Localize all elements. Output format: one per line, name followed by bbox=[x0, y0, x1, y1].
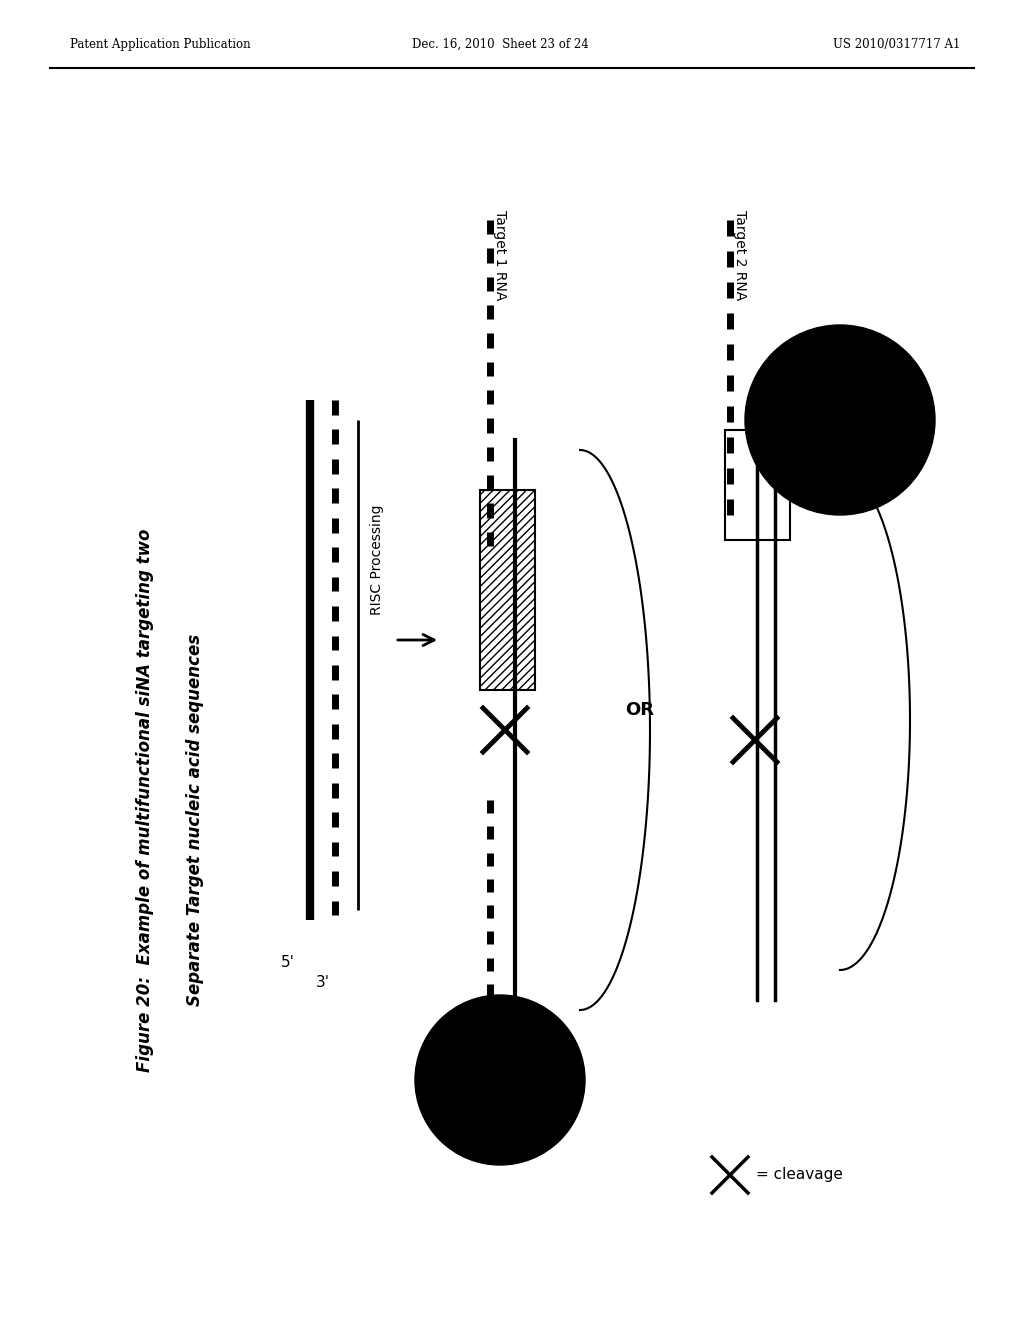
Circle shape bbox=[415, 995, 585, 1166]
Text: = cleavage: = cleavage bbox=[756, 1167, 843, 1183]
Text: Target 2 RNA: Target 2 RNA bbox=[733, 210, 746, 300]
Text: RISC Processing: RISC Processing bbox=[370, 504, 384, 615]
Text: Patent Application Publication: Patent Application Publication bbox=[70, 38, 251, 51]
Bar bbox=[725, 430, 790, 540]
Text: OR: OR bbox=[626, 701, 654, 719]
Text: Target 1 RNA: Target 1 RNA bbox=[493, 210, 507, 300]
Text: Dec. 16, 2010  Sheet 23 of 24: Dec. 16, 2010 Sheet 23 of 24 bbox=[412, 38, 589, 51]
Text: 3': 3' bbox=[316, 975, 330, 990]
Text: Figure 20:  Example of multifunctional siNA targeting two: Figure 20: Example of multifunctional si… bbox=[136, 528, 154, 1072]
Text: 5': 5' bbox=[282, 954, 295, 970]
Bar bbox=[480, 490, 535, 690]
Text: Separate Target nucleic acid sequences: Separate Target nucleic acid sequences bbox=[186, 634, 204, 1006]
Text: US 2010/0317717 A1: US 2010/0317717 A1 bbox=[833, 38, 961, 51]
Circle shape bbox=[745, 325, 935, 515]
